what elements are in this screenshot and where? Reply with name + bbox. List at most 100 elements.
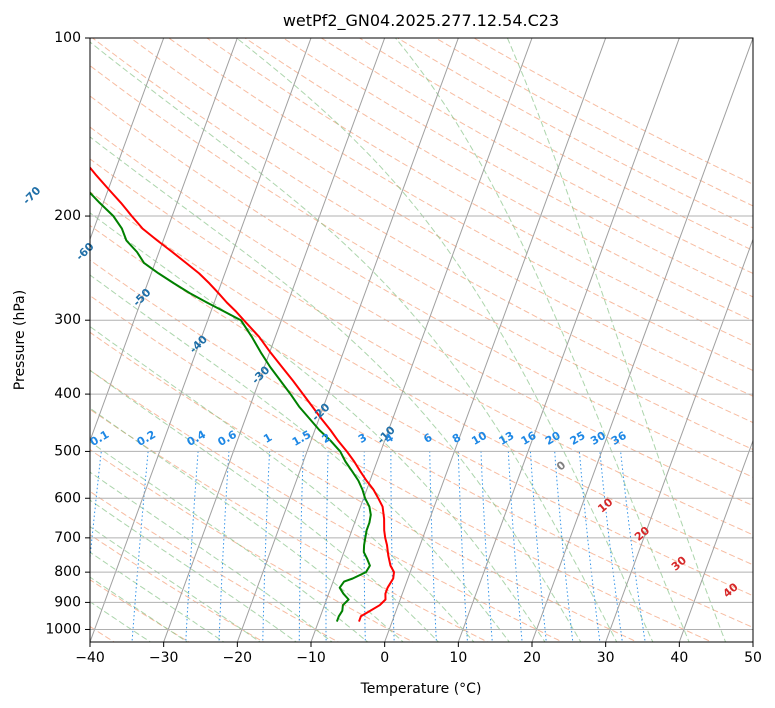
dry-adiabat [90, 369, 564, 642]
y-axis: 100 200 300 400 500 600 700 800 900 1000 [45, 30, 90, 637]
y-tick-label: 400 [54, 386, 81, 402]
moist-adiabat-label: 30 [669, 553, 689, 573]
moist-adiabat-label: 0 [554, 458, 568, 473]
y-tick-label: 700 [54, 530, 81, 546]
y-tick-label: 1000 [45, 621, 81, 637]
mixing-ratio-line [218, 451, 230, 642]
dry-adiabat [358, 38, 753, 252]
mixing-ratio-label: 0.1 [88, 428, 111, 449]
y-tick-label: 300 [54, 312, 81, 328]
isotherm-line [90, 38, 238, 443]
mixing-ratio-line [507, 451, 523, 642]
mixing-ratio-line [480, 451, 493, 642]
y-tick-label: 800 [54, 564, 81, 580]
mixing-ratio-label: 25 [568, 429, 588, 448]
mixing-ratio-line [554, 451, 574, 642]
y-tick-label: 500 [54, 443, 81, 459]
dry-adiabat [90, 158, 753, 536]
mixing-ratio-line [390, 451, 395, 642]
dry-adiabat [434, 38, 753, 207]
mixing-ratio-line [325, 451, 329, 642]
moist-adiabat-label: 20 [632, 524, 652, 544]
mixing-ratio-label: 30 [588, 429, 608, 448]
data-series [90, 166, 395, 622]
mixing-ratio-line [90, 451, 102, 563]
isotherm-line [90, 38, 312, 642]
x-axis: −40 −30 −20 −10 0 10 20 30 40 50 [75, 642, 762, 666]
moist-adiabat [506, 38, 727, 642]
mixing-ratio-label: 1 [261, 431, 274, 446]
dry-adiabat [90, 449, 415, 642]
mixing-ratio-label: 3 [356, 431, 369, 446]
dry-adiabat [91, 38, 753, 424]
isotherm-line [678, 439, 753, 642]
mixing-ratio-label: 1.5 [290, 428, 313, 449]
isotherm-line [310, 38, 533, 642]
gridlines [90, 38, 753, 642]
y-tick-label: 600 [54, 490, 81, 506]
x-tick-label: −20 [223, 650, 253, 666]
isotherm-line [605, 237, 753, 642]
isotherm-label: -40 [187, 332, 210, 355]
dry-adiabat [90, 490, 340, 642]
mixing-ratio-line [429, 451, 437, 642]
y-axis-label: Pressure (hPa) [12, 290, 28, 390]
dry-adiabat [90, 534, 265, 642]
dry-adiabat [90, 191, 753, 566]
dry-adiabat [129, 38, 753, 397]
mixing-ratio-line [262, 451, 270, 642]
mixing-ratio-line [298, 451, 304, 642]
dry-adiabat [206, 38, 753, 346]
isotherm-line [236, 38, 459, 642]
x-tick-label: −30 [149, 650, 179, 666]
x-axis-label: Temperature (°C) [360, 681, 482, 697]
moist-adiabat [90, 471, 333, 642]
isotherm-line [384, 38, 607, 642]
isotherm-label: -60 [73, 240, 96, 263]
mixing-ratio-label: 0.4 [185, 428, 209, 449]
y-tick-label: 900 [54, 594, 81, 610]
dry-adiabat [396, 38, 753, 229]
moist-adiabat [90, 576, 189, 642]
isotherm-label: -50 [130, 286, 153, 309]
dry-adiabat [90, 408, 489, 642]
dry-adiabat [90, 331, 639, 642]
dry-adiabat [244, 38, 753, 322]
isotherm-line [163, 38, 386, 642]
mixing-ratio-line [185, 451, 199, 642]
x-tick-label: 30 [597, 650, 615, 666]
moist-adiabat [90, 526, 262, 642]
dry-adiabat [90, 126, 753, 507]
mixing-ratio-label: 6 [421, 431, 434, 446]
plot-frame [89, 37, 754, 643]
x-tick-label: 20 [523, 650, 541, 666]
dry-adiabat [472, 38, 753, 185]
moist-adiabat [90, 369, 440, 642]
y-tick-label: 200 [54, 208, 81, 224]
dry-adiabat [90, 295, 713, 642]
moist-adiabat-label: 40 [721, 580, 741, 600]
dry-adiabat [90, 579, 190, 642]
x-tick-label: −10 [296, 650, 326, 666]
isotherm-label: -20 [309, 400, 332, 423]
moist-adiabat [90, 325, 475, 642]
x-tick-label: 40 [670, 650, 688, 666]
y-tick-label: 100 [54, 30, 81, 46]
isotherm-line [457, 38, 680, 642]
mixing-ratio-label: 36 [609, 429, 629, 448]
dry-adiabat [167, 38, 753, 372]
dewpoint-profile-line [90, 191, 372, 622]
mixing-ratio-line [578, 451, 601, 642]
mixing-ratio-line [620, 451, 646, 642]
mixing-ratio-line [529, 451, 547, 642]
isotherm-line [90, 38, 165, 241]
mixing-ratio-label: 0.2 [135, 428, 158, 449]
x-tick-label: 0 [380, 650, 389, 666]
x-tick-label: 10 [449, 650, 467, 666]
x-tick-label: −40 [75, 650, 105, 666]
chart-title: wetPf2_GN04.2025.277.12.54.C23 [283, 11, 559, 31]
isotherm-label: -70 [20, 184, 43, 207]
isotherm-line [531, 38, 753, 642]
mixing-ratio-label: 10 [469, 429, 489, 448]
